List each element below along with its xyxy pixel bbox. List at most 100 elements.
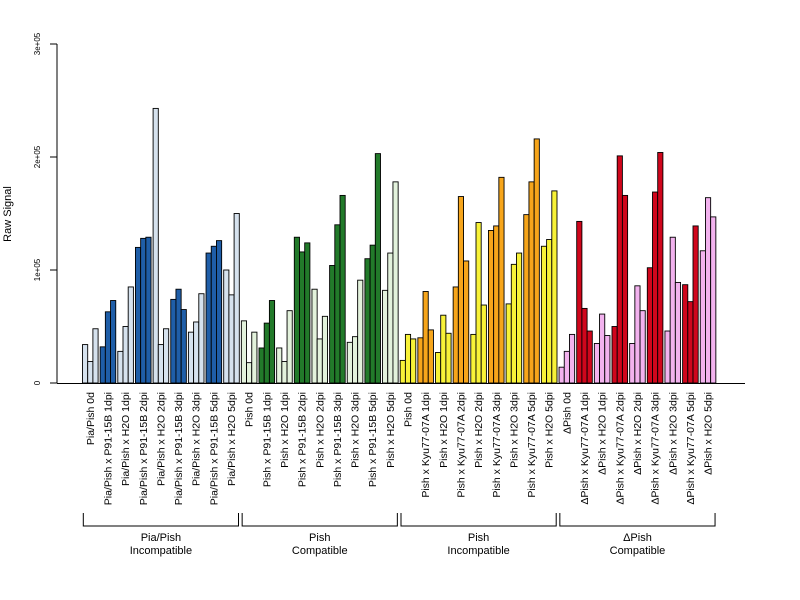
bar xyxy=(652,191,659,384)
bar xyxy=(299,251,306,384)
bar xyxy=(329,265,336,384)
bar xyxy=(251,331,258,384)
x-tick-label: Pish x H2O 5dpi xyxy=(385,392,397,468)
bar xyxy=(198,293,205,384)
bar xyxy=(180,309,187,384)
bar xyxy=(692,225,699,384)
bar xyxy=(352,336,359,384)
y-tick-label: 3e+05 xyxy=(33,32,42,55)
bar xyxy=(629,343,636,384)
x-tick-label: ΔPish x H2O 2dpi xyxy=(632,392,644,475)
bar xyxy=(187,331,195,384)
bar xyxy=(334,224,341,384)
group-sublabel: Incompatible xyxy=(130,545,192,557)
bar xyxy=(258,347,265,384)
bar xyxy=(145,236,152,384)
bar xyxy=(705,197,712,384)
bar xyxy=(170,298,177,384)
bar xyxy=(175,288,182,384)
bar xyxy=(321,315,329,384)
bar xyxy=(470,333,477,384)
group-sublabel: Incompatible xyxy=(447,545,509,557)
bar xyxy=(316,338,323,384)
x-tick-label: Pish x H2O 2dpi xyxy=(473,392,485,468)
bar xyxy=(475,222,482,384)
bar xyxy=(82,344,89,384)
bar xyxy=(240,320,248,384)
bar xyxy=(581,307,588,384)
bar xyxy=(223,269,230,384)
bar xyxy=(157,344,164,384)
bar xyxy=(657,152,664,384)
bar xyxy=(374,153,381,384)
x-tick-label: Pish x Kyu77-07A 3dpi xyxy=(491,392,503,498)
bar xyxy=(510,263,517,384)
bar xyxy=(674,281,681,384)
bar xyxy=(435,352,442,384)
bar xyxy=(92,328,99,384)
y-tick-label: 1e+05 xyxy=(33,258,42,281)
x-tick-label: Pia/Pish x P91-15B 1dpi xyxy=(102,392,114,505)
bar xyxy=(440,314,447,384)
x-tick-label: Pish x H2O 3dpi xyxy=(350,392,362,468)
x-tick-label: Pish x H2O 1dpi xyxy=(279,392,291,468)
bar xyxy=(228,294,235,384)
bar xyxy=(339,194,346,384)
bar xyxy=(246,362,253,384)
group-bracket xyxy=(559,513,716,527)
bar xyxy=(463,260,470,384)
bar xyxy=(516,252,523,384)
bar xyxy=(611,326,618,384)
bar xyxy=(576,220,583,384)
group-bracket xyxy=(400,513,557,527)
bar xyxy=(163,328,170,384)
bar xyxy=(268,300,276,384)
bar xyxy=(399,359,406,384)
bar xyxy=(616,155,623,384)
bar xyxy=(634,285,641,384)
bar xyxy=(445,332,452,384)
group-sublabel: Compatible xyxy=(292,545,348,557)
bar xyxy=(417,337,424,384)
x-tick-label: Pish 0d xyxy=(244,392,256,427)
bar xyxy=(286,310,293,384)
bar xyxy=(498,176,505,384)
bar xyxy=(523,214,530,384)
bar xyxy=(140,237,147,384)
x-tick-label: Pish 0d xyxy=(403,392,415,427)
group-bracket xyxy=(82,513,239,527)
group-label: ΔPish xyxy=(623,532,652,544)
x-tick-label: ΔPish x Kyu77-07A 1dpi xyxy=(579,392,591,505)
x-tick-label: ΔPish x H2O 5dpi xyxy=(703,392,715,475)
bar xyxy=(586,330,593,384)
x-tick-label: Pish x H2O 2dpi xyxy=(314,392,326,468)
bar xyxy=(99,346,106,384)
bar xyxy=(382,289,389,384)
bar xyxy=(604,335,611,384)
bar xyxy=(117,350,124,384)
x-tick-label: Pish x Kyu77-07A 1dpi xyxy=(420,392,432,498)
bar xyxy=(540,245,548,384)
bar xyxy=(563,350,570,384)
bar xyxy=(457,196,465,384)
bar xyxy=(546,239,553,384)
x-tick-label: Pish x H2O 3dpi xyxy=(508,392,520,468)
bar xyxy=(410,338,417,384)
group-brackets: Pia/PishIncompatiblePishCompatiblePishIn… xyxy=(82,513,716,557)
bar xyxy=(551,190,558,384)
x-tick-label: ΔPish x Kyu77-07A 3dpi xyxy=(650,392,662,505)
x-tick-label: ΔPish x H2O 3dpi xyxy=(667,392,679,475)
bar xyxy=(528,181,535,384)
bar xyxy=(364,258,371,384)
x-tick-label: Pia/Pish x P91-15B 2dpi xyxy=(138,392,150,505)
y-tick-label: 0 xyxy=(33,380,42,385)
bar xyxy=(404,333,412,384)
bar xyxy=(646,267,653,384)
bar xyxy=(233,213,240,384)
bar xyxy=(505,303,512,384)
bar xyxy=(122,326,129,384)
bar xyxy=(357,279,364,384)
bar xyxy=(369,244,376,384)
bar xyxy=(710,216,717,384)
